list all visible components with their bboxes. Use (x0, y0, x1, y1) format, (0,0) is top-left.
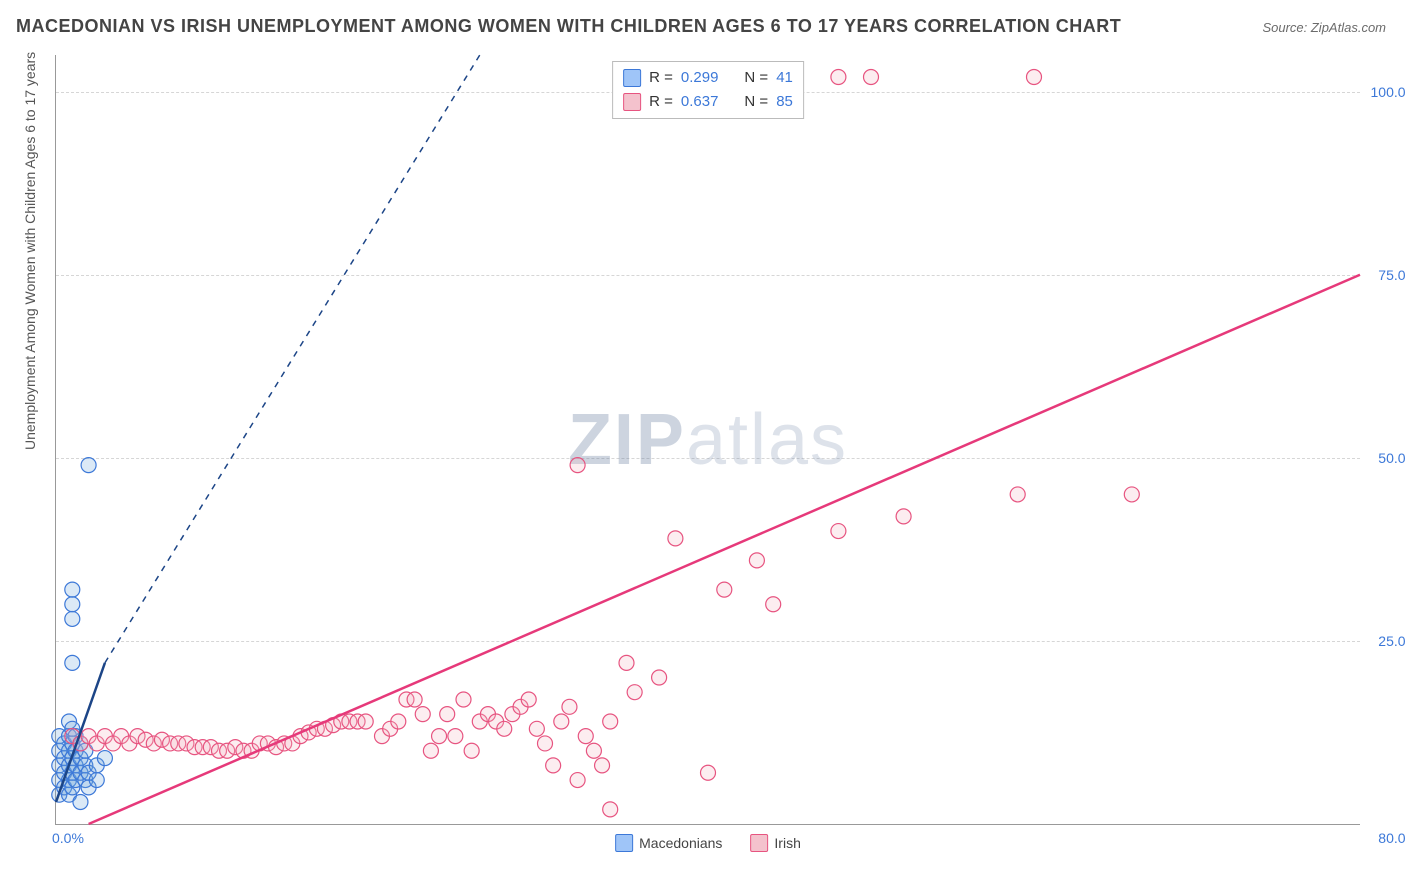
stats-row: R = 0.299 N = 41 (623, 66, 793, 90)
trend-line (89, 275, 1360, 824)
data-point (81, 458, 96, 473)
data-point (562, 699, 577, 714)
data-point (1010, 487, 1025, 502)
data-point (65, 597, 80, 612)
stats-r-value: 0.299 (681, 66, 719, 90)
y-tick-label: 25.0% (1378, 633, 1406, 649)
data-point (65, 655, 80, 670)
data-point (603, 714, 618, 729)
data-point (423, 743, 438, 758)
data-point (456, 692, 471, 707)
data-point (1027, 69, 1042, 84)
data-point (546, 758, 561, 773)
data-point (65, 582, 80, 597)
data-point (652, 670, 667, 685)
scatter-svg (56, 55, 1360, 824)
data-point (448, 729, 463, 744)
stats-r-label: R = (649, 90, 673, 114)
chart-title: MACEDONIAN VS IRISH UNEMPLOYMENT AMONG W… (16, 16, 1121, 37)
stats-n-label: N = (744, 66, 768, 90)
plot-area: 25.0%50.0%75.0%100.0% ZIPatlas R =0.299N… (55, 55, 1360, 825)
data-point (701, 765, 716, 780)
data-point (497, 721, 512, 736)
data-point (89, 773, 104, 788)
stats-n-value: 85 (776, 90, 793, 114)
data-point (73, 795, 88, 810)
data-point (538, 736, 553, 751)
data-point (831, 69, 846, 84)
data-point (521, 692, 536, 707)
stats-swatch (623, 93, 641, 111)
stats-r-label: R = (649, 66, 673, 90)
data-point (570, 773, 585, 788)
data-point (554, 714, 569, 729)
stats-swatch (623, 69, 641, 87)
data-point (432, 729, 447, 744)
data-point (440, 707, 455, 722)
data-point (668, 531, 683, 546)
data-point (464, 743, 479, 758)
data-point (749, 553, 764, 568)
data-point (415, 707, 430, 722)
data-point (619, 655, 634, 670)
stats-n-label: N = (744, 90, 768, 114)
data-point (766, 597, 781, 612)
data-point (570, 458, 585, 473)
legend-label: Irish (774, 835, 800, 851)
legend-item: Irish (750, 834, 800, 852)
stats-r-value: 0.637 (681, 90, 719, 114)
legend: Macedonians Irish (615, 834, 801, 852)
data-point (391, 714, 406, 729)
stats-row: R = 0.637 N = 85 (623, 90, 793, 114)
data-point (407, 692, 422, 707)
trend-line (105, 55, 480, 663)
data-point (97, 751, 112, 766)
data-point (896, 509, 911, 524)
y-axis-label: Unemployment Among Women with Children A… (22, 52, 38, 450)
source-label: Source: ZipAtlas.com (1262, 20, 1386, 35)
legend-item: Macedonians (615, 834, 722, 852)
y-tick-label: 75.0% (1378, 267, 1406, 283)
data-point (603, 802, 618, 817)
legend-swatch (615, 834, 633, 852)
stats-box: R = 0.299 N = 41 R = 0.637 N = 85 (612, 61, 804, 119)
stats-n-value: 41 (776, 66, 793, 90)
data-point (595, 758, 610, 773)
legend-label: Macedonians (639, 835, 722, 851)
legend-swatch (750, 834, 768, 852)
data-point (1124, 487, 1139, 502)
data-point (65, 611, 80, 626)
x-tick-max: 80.0% (1378, 830, 1406, 846)
data-point (529, 721, 544, 736)
data-point (717, 582, 732, 597)
data-point (627, 685, 642, 700)
data-point (831, 524, 846, 539)
y-tick-label: 50.0% (1378, 450, 1406, 466)
data-point (358, 714, 373, 729)
y-tick-label: 100.0% (1371, 84, 1406, 100)
x-tick-min: 0.0% (52, 830, 84, 846)
chart-container: MACEDONIAN VS IRISH UNEMPLOYMENT AMONG W… (0, 0, 1406, 892)
data-point (864, 69, 879, 84)
data-point (586, 743, 601, 758)
data-point (578, 729, 593, 744)
